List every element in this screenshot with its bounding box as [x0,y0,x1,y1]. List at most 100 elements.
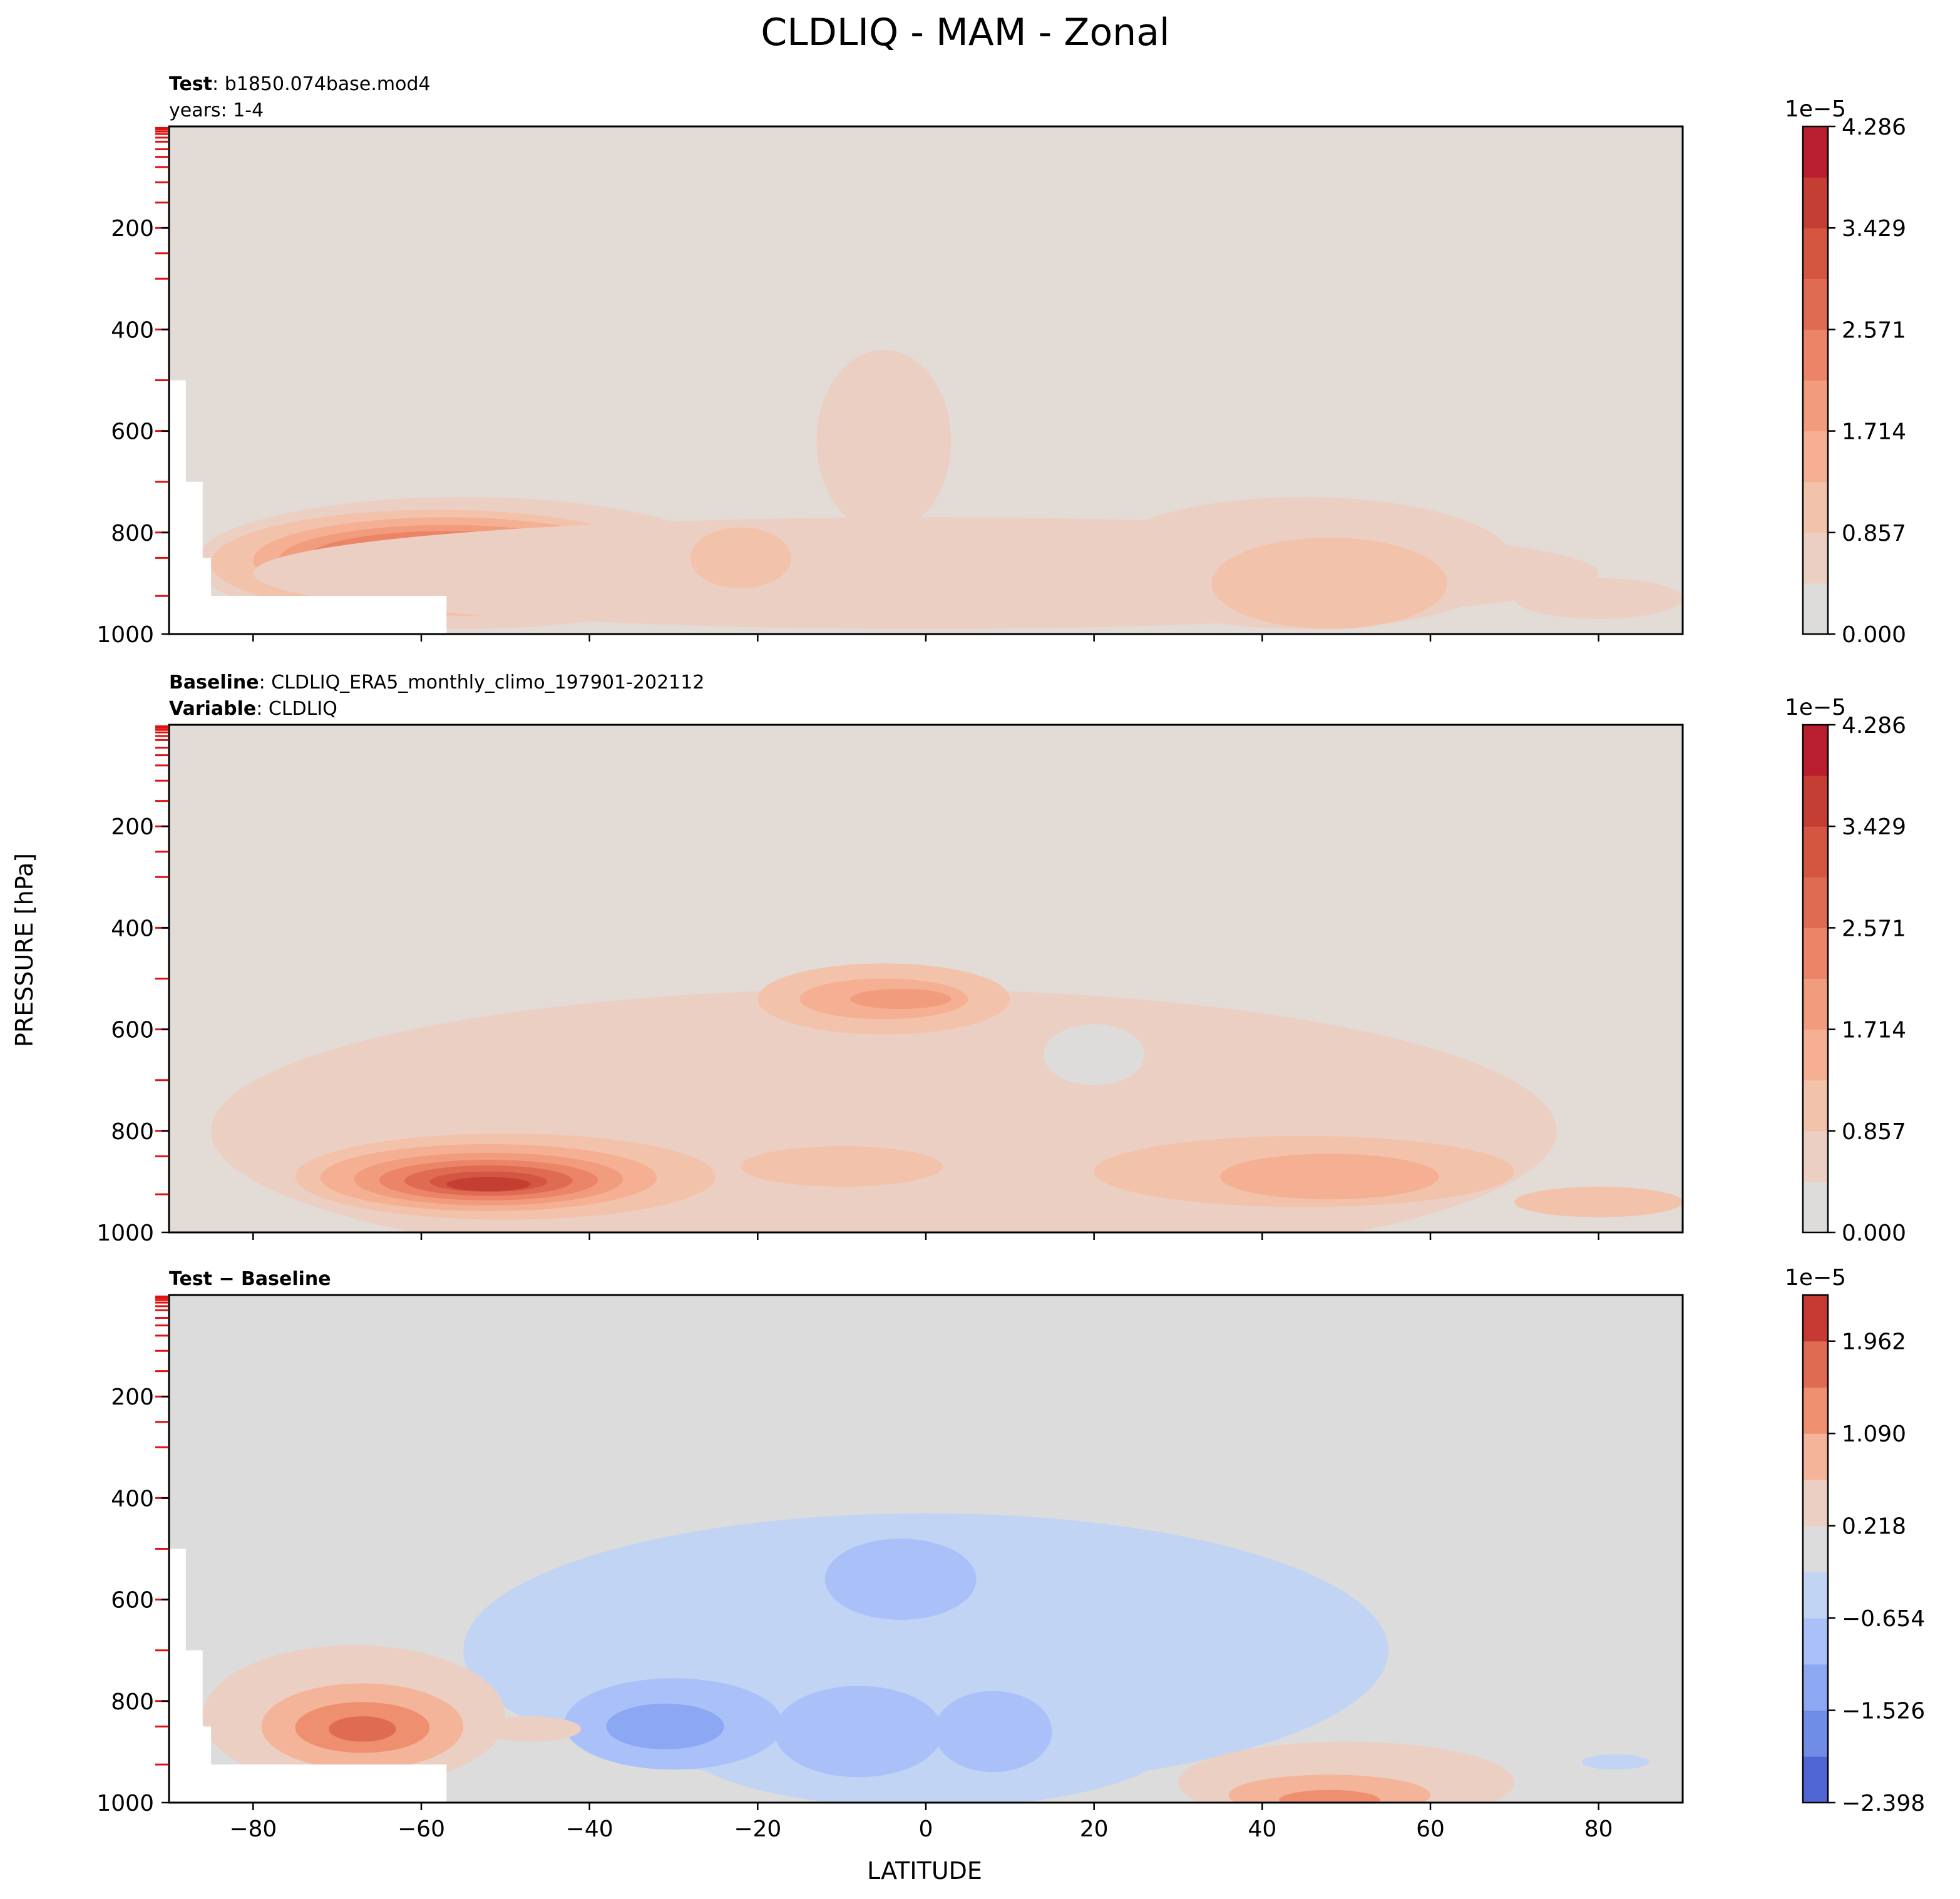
missing-data-region [169,380,447,634]
contour-region-14 [1279,1789,1380,1803]
panel-baseline: 200 400 600 800 1000 Baseline: CLDLIQ_ERA5_mo… [96,672,1906,1246]
contour-region-2 [824,1538,977,1620]
colorbar-tick-label: 1.714 [1842,419,1906,445]
colorbar-tick-label: 3.429 [1842,814,1906,840]
colorbar-tick-label: 0.857 [1842,521,1906,546]
y-tick-label: 600 [111,1588,154,1614]
x-tick-label: −80 [229,1816,277,1842]
colorbar-band [1803,1618,1828,1665]
colorbar-tick-label: 1.090 [1842,1421,1906,1447]
colorbar-band [1803,1525,1828,1572]
y-tick-label: 1000 [96,1221,154,1246]
contour-region-1 [1044,1024,1145,1085]
colorbar-band [1803,928,1828,979]
colorbar-band [1803,126,1828,178]
y-tick-label: 400 [111,1486,154,1512]
colorbar: −2.398 −1.526 −0.654 0.218 1.090 1.962 1e−5 [1785,1265,1925,1816]
contour-field [194,349,1683,629]
colorbar-tick-label: 4.286 [1842,115,1906,140]
model-level-ticks [155,725,168,1195]
x-tick-label: −40 [566,1816,613,1842]
colorbar-band [1803,431,1828,483]
colorbar-band [1803,1572,1828,1619]
contour-region-9 [446,1177,531,1192]
panel-subtitle-1: Variable: CLDLIQ [169,698,337,720]
x-axis-label: LATITUDE [867,1857,982,1885]
colorbar-band [1803,1387,1828,1434]
colorbar-band [1803,1756,1828,1803]
figure-title: CLDLIQ - MAM - Zonal [761,11,1169,54]
y-tick-label: 600 [111,1018,154,1043]
colorbar-tick-label: 1.962 [1842,1329,1906,1355]
model-level-ticks [155,126,168,597]
contour-region-15 [1220,1154,1439,1200]
colorbar-tick-label: 2.571 [1842,916,1906,941]
colorbar-band [1803,1710,1828,1757]
y-tick-label: 800 [111,1689,154,1715]
panel-subtitle-0: Baseline: CLDLIQ_ERA5_monthly_climo_1979… [169,672,704,694]
x-tick-label: 40 [1248,1816,1276,1842]
contour-region-5 [774,1686,943,1778]
panel-subtitle-0: Test − Baseline [169,1268,331,1290]
colorbar-band [1803,877,1828,928]
contour-region-12 [690,527,792,589]
colorbar-band [1803,1664,1828,1711]
y-tick-label: 800 [111,1119,154,1145]
panel-subtitle-1: years: 1-4 [169,100,264,121]
x-tick-label: 80 [1584,1816,1613,1842]
contour-region-15 [1514,578,1683,619]
colorbar-tick-label: 0.000 [1842,622,1906,648]
colorbar-tick-label: −1.526 [1842,1699,1925,1724]
y-tick-label: 200 [111,814,154,840]
colorbar-band [1803,1433,1828,1480]
colorbar-band [1803,978,1828,1030]
contour-region-10 [816,349,952,533]
colorbar-band [1803,228,1828,279]
contour-field [211,963,1683,1232]
colorbar-tick-label: 3.429 [1842,216,1906,242]
colorbar-band [1803,583,1828,635]
x-tick-label: −20 [734,1816,781,1842]
colorbar-tick-label: 0.857 [1842,1119,1906,1145]
contour-region-4 [606,1703,724,1749]
y-tick-label: 600 [111,419,154,445]
contour-region-12 [850,988,952,1010]
colorbar-multiplier: 1e−5 [1785,1265,1846,1291]
colorbar-band [1803,725,1828,776]
contour-region-14 [1211,537,1447,629]
colorbar-band [1803,1080,1828,1132]
x-tick-label: 0 [919,1816,933,1842]
y-tick-label: 1000 [96,1791,154,1816]
y-tick-label: 400 [111,317,154,343]
x-tick-label: 60 [1416,1816,1445,1842]
contour-region-6 [934,1691,1052,1773]
colorbar-tick-label: 1.714 [1842,1018,1906,1043]
y-tick-label: 1000 [96,622,154,648]
contour-region-10 [329,1716,396,1742]
colorbar-band [1803,481,1828,533]
contour-region-16 [1514,1187,1683,1217]
colorbar-tick-label: −2.398 [1842,1791,1925,1816]
x-tick-label: −60 [398,1816,445,1842]
colorbar-band [1803,1181,1828,1233]
colorbar-band [1803,826,1828,878]
contour-region-13 [741,1146,943,1187]
colorbar-multiplier: 1e−5 [1785,96,1846,122]
colorbar-band [1803,279,1828,330]
y-tick-label: 800 [111,521,154,546]
contour-region-11 [480,1716,582,1742]
y-tick-label: 400 [111,916,154,941]
colorbar-band [1803,1029,1828,1081]
colorbar-tick-label: 2.571 [1842,317,1906,343]
panel-test: 200 400 600 800 1000 Test: b1850.074base.mod4… [96,73,1906,648]
contour-region-13 [1228,1774,1430,1803]
contour-field [202,1513,1650,1803]
y-tick-label: 200 [111,216,154,242]
colorbar-band [1803,775,1828,827]
y-axis-label: PRESSURE [hPa] [11,853,38,1047]
model-level-ticks [155,1295,168,1766]
colorbar-band [1803,1341,1828,1388]
